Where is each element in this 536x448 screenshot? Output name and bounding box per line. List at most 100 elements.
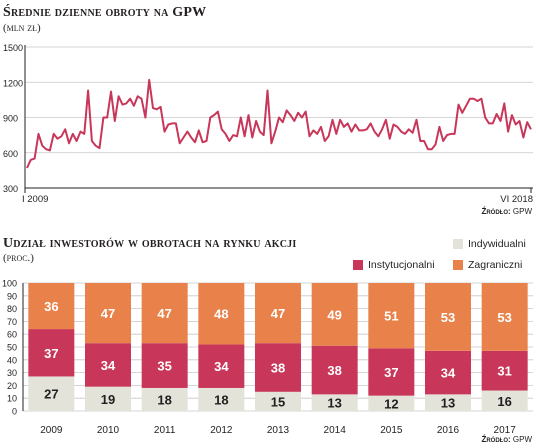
bar-segment-individual-2017 (481, 390, 528, 411)
bar-segment-institutional-2017 (481, 350, 528, 391)
bar-data-label-institutional-2011: 35 (157, 359, 171, 374)
bar-segment-individual-2015 (368, 395, 415, 411)
line-chart-subtitle: (mln zł) (3, 22, 41, 34)
bar-data-label-foreign-2015: 51 (384, 309, 398, 324)
bar-data-label-individual-2012: 18 (214, 392, 228, 407)
bar-chart-source-value: GPW (512, 435, 532, 444)
bar-x-tick-label-2017: 2017 (494, 425, 517, 436)
line-x-start-label: I 2009 (22, 194, 48, 205)
bar-segment-foreign-2013 (255, 283, 301, 344)
bar-data-label-individual-2015: 12 (384, 396, 398, 411)
line-series-turnover (26, 78, 532, 169)
bar-data-label-foreign-2014: 49 (327, 307, 341, 322)
bar-x-tick-label-2013: 2013 (267, 425, 290, 436)
bar-data-label-institutional-2010: 34 (101, 358, 116, 373)
bar-x-tick-label-2010: 2010 (97, 425, 120, 436)
bar-data-label-foreign-2009: 36 (44, 299, 58, 314)
legend-swatch-individual (453, 239, 463, 249)
bar-data-label-institutional-2015: 37 (384, 365, 398, 380)
bar-segment-individual-2012 (198, 387, 245, 411)
line-y-tick-label: 1200 (3, 78, 23, 88)
line-chart-source-value: GPW (512, 207, 532, 216)
line-y-tick-label: 300 (3, 184, 18, 194)
bar-x-tick-label-2009: 2009 (40, 425, 63, 436)
bar-x-tick-label-2012: 2012 (210, 425, 233, 436)
bar-chart-source: Źródło: GPW (481, 435, 532, 444)
legend-item-individual: Indywidualni (453, 238, 526, 250)
bar-segment-institutional-2016 (425, 350, 471, 395)
bar-chart-title: Udział inwestorów w obrotach na rynku ak… (3, 236, 297, 251)
bar-segment-individual-2016 (425, 394, 471, 411)
bar-segment-institutional-2009 (28, 329, 75, 377)
bar-data-label-institutional-2009: 37 (44, 346, 58, 361)
bar-segment-foreign-2009 (28, 283, 75, 330)
legend-item-institutional: Instytucjonalni (353, 259, 435, 271)
bar-y-tick-label: 80 (7, 304, 17, 314)
legend-label-institutional: Instytucjonalni (368, 259, 435, 271)
bar-data-label-foreign-2012: 48 (214, 307, 228, 322)
legend-item-foreign: Zagraniczni (453, 259, 522, 271)
bar-segment-institutional-2013 (255, 343, 301, 392)
bar-data-label-institutional-2013: 38 (271, 360, 285, 375)
line-chart-source-label: Źródło: (481, 207, 511, 216)
bar-y-tick-label: 10 (7, 394, 17, 404)
bar-y-tick-label: 30 (7, 368, 17, 378)
bar-data-label-individual-2017: 16 (497, 394, 511, 409)
bar-segment-individual-2010 (85, 386, 131, 411)
bar-segment-foreign-2015 (368, 283, 415, 349)
bar-segment-institutional-2015 (368, 348, 415, 396)
bar-data-label-individual-2011: 18 (157, 392, 171, 407)
bar-segment-institutional-2011 (141, 343, 188, 388)
bar-segment-foreign-2016 (425, 283, 471, 351)
bar-data-label-individual-2016: 13 (441, 396, 455, 411)
bar-chart-subtitle: (proc.) (3, 252, 34, 264)
bar-data-label-institutional-2014: 38 (327, 363, 341, 378)
bar-chart-source-label: Źródło: (481, 435, 511, 444)
bar-y-tick-label: 40 (7, 355, 17, 365)
bar-data-label-individual-2009: 27 (44, 387, 58, 402)
bar-segment-individual-2014 (311, 394, 358, 411)
bar-x-tick-label-2011: 2011 (154, 425, 176, 436)
bar-segment-institutional-2010 (85, 343, 131, 387)
bar-data-label-institutional-2012: 34 (214, 359, 229, 374)
bar-data-label-institutional-2016: 34 (441, 366, 456, 381)
bar-segment-foreign-2014 (311, 283, 358, 346)
bar-y-tick-label: 60 (7, 330, 17, 340)
legend-swatch-foreign (453, 260, 463, 270)
line-y-tick-label: 1500 (3, 43, 23, 53)
bar-y-tick-label: 0 (12, 407, 17, 417)
bar-segment-foreign-2012 (198, 283, 245, 345)
bar-y-tick-label: 90 (7, 291, 17, 301)
bar-y-tick-label: 70 (7, 317, 17, 327)
bar-x-tick-label-2015: 2015 (380, 425, 403, 436)
bar-y-tick-label: 100 (2, 279, 17, 289)
bar-segment-foreign-2010 (85, 283, 131, 344)
bar-segment-individual-2013 (255, 391, 301, 411)
legend-label-individual: Indywidualni (468, 238, 526, 250)
line-chart-title: Średnie dzienne obroty na GPW (3, 5, 207, 20)
legend-swatch-institutional (353, 260, 363, 270)
bar-segment-institutional-2014 (311, 345, 358, 395)
bar-y-tick-label: 20 (7, 381, 17, 391)
bar-segment-individual-2011 (141, 387, 188, 411)
line-y-tick-label: 900 (3, 114, 18, 124)
bar-data-label-foreign-2010: 47 (101, 306, 115, 321)
line-chart-source: Źródło: GPW (481, 207, 532, 216)
line-y-tick-label: 600 (3, 149, 18, 159)
bar-x-tick-label-2016: 2016 (437, 425, 460, 436)
bar-data-label-individual-2014: 13 (327, 396, 341, 411)
bar-data-label-individual-2013: 15 (271, 394, 285, 409)
bar-data-label-foreign-2017: 53 (497, 310, 511, 325)
bar-data-label-foreign-2013: 47 (271, 306, 285, 321)
bar-data-label-foreign-2011: 47 (157, 306, 171, 321)
bar-x-tick-label-2014: 2014 (324, 425, 347, 436)
bar-segment-foreign-2011 (141, 283, 188, 344)
legend-label-foreign: Zagraniczni (468, 259, 523, 271)
bar-segment-individual-2009 (28, 376, 75, 411)
bar-y-tick-label: 50 (7, 343, 17, 353)
bar-data-label-individual-2010: 19 (101, 392, 115, 407)
bar-segment-institutional-2012 (198, 344, 245, 388)
bar-segment-foreign-2017 (481, 283, 528, 351)
